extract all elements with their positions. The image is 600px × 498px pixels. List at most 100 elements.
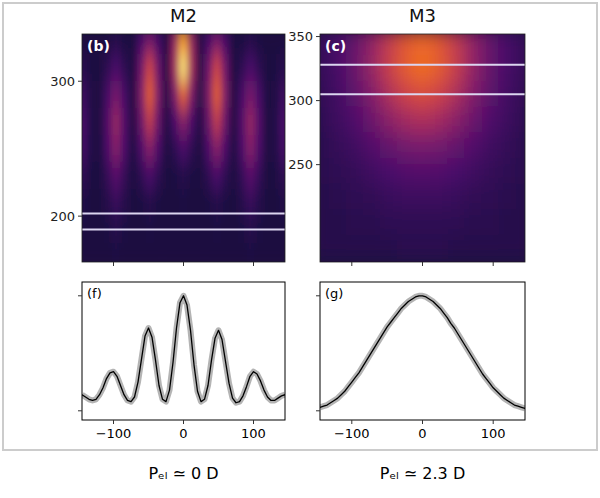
panel-title: M3 xyxy=(409,5,436,26)
image-cell xyxy=(346,132,364,158)
image-cell xyxy=(397,34,415,56)
image-cell xyxy=(246,34,255,55)
image-cell xyxy=(263,54,272,82)
image-cell xyxy=(95,162,104,190)
image-cell xyxy=(238,81,247,109)
image-cell xyxy=(499,34,517,56)
image-cell xyxy=(255,54,264,82)
image-cell xyxy=(129,108,138,136)
image-cell xyxy=(380,184,398,210)
image-cell xyxy=(171,54,180,82)
panel-letter: (g) xyxy=(325,286,343,301)
image-cell xyxy=(346,158,364,184)
profile-band xyxy=(320,296,525,409)
image-cell xyxy=(95,54,104,82)
image-cell xyxy=(465,184,483,210)
image-cell xyxy=(204,34,213,55)
panel-letter: (f) xyxy=(87,286,102,301)
image-cell xyxy=(145,34,154,55)
x-tick xyxy=(113,420,114,424)
image-cell xyxy=(196,243,205,262)
image-cell xyxy=(380,235,398,261)
image-cell xyxy=(87,135,96,163)
image-cell xyxy=(238,34,247,55)
image-cell xyxy=(145,189,154,217)
image-cell xyxy=(196,189,205,217)
image-cell xyxy=(187,108,196,136)
image-cell xyxy=(499,235,517,261)
image-cell xyxy=(346,107,364,133)
image-cell xyxy=(238,54,247,82)
image-cell xyxy=(499,209,517,235)
image-cell xyxy=(213,243,222,262)
image-cell xyxy=(204,162,213,190)
image-cell xyxy=(179,81,188,109)
image-cell xyxy=(263,135,272,163)
image-cell xyxy=(280,243,285,262)
image-cell xyxy=(213,135,222,163)
image-cell xyxy=(263,108,272,136)
image-cell xyxy=(82,135,87,163)
image-cell xyxy=(516,55,525,81)
image-cell xyxy=(162,162,171,190)
image-cell xyxy=(320,107,329,133)
image-cell xyxy=(87,81,96,109)
image-cell xyxy=(204,135,213,163)
image-cell xyxy=(179,243,188,262)
profile-band xyxy=(82,296,285,403)
image-cell xyxy=(516,158,525,184)
image-cell xyxy=(145,81,154,109)
image-cell xyxy=(246,162,255,190)
image-cell xyxy=(171,162,180,190)
image-cell xyxy=(154,81,163,109)
image-cell xyxy=(162,243,171,262)
image-background xyxy=(320,34,525,262)
image-cell xyxy=(229,162,238,190)
image-frame xyxy=(82,34,285,262)
image-cell xyxy=(82,162,87,190)
image-cell xyxy=(346,209,364,235)
image-cell xyxy=(414,158,432,184)
image-cell xyxy=(448,209,466,235)
image-cell xyxy=(137,54,146,82)
image-cell xyxy=(204,81,213,109)
y-tick-label: 350 xyxy=(288,29,313,44)
image-cell xyxy=(320,55,329,81)
image-cell xyxy=(112,243,121,262)
image-cell xyxy=(129,81,138,109)
image-cell xyxy=(246,81,255,109)
image-cell xyxy=(414,107,432,133)
image-cell xyxy=(171,81,180,109)
image-cell xyxy=(448,158,466,184)
image-cell xyxy=(162,108,171,136)
image-cell xyxy=(238,135,247,163)
y-tick xyxy=(316,295,320,296)
image-cell xyxy=(179,54,188,82)
y-tick-label: 300 xyxy=(50,74,75,89)
image-cell xyxy=(482,235,500,261)
x-tick-label: 0 xyxy=(179,426,187,441)
x-tick xyxy=(422,420,423,424)
image-cell xyxy=(221,34,230,55)
image-cell xyxy=(516,34,525,56)
image-cell xyxy=(187,189,196,217)
image-cell xyxy=(263,162,272,190)
image-cell xyxy=(213,81,222,109)
image-cell xyxy=(162,135,171,163)
image-cell xyxy=(380,209,398,235)
band-line xyxy=(82,212,285,214)
image-cell xyxy=(271,243,280,262)
image-cell xyxy=(129,135,138,163)
profile-line xyxy=(82,296,285,403)
image-area xyxy=(82,34,285,262)
caption: Pₑₗ ≃ 2.3 D xyxy=(380,464,465,483)
image-cell xyxy=(363,235,381,261)
image-cell xyxy=(162,54,171,82)
image-cell xyxy=(213,34,222,55)
image-cell xyxy=(171,135,180,163)
image-cell xyxy=(179,162,188,190)
image-cell xyxy=(397,158,415,184)
image-cell xyxy=(397,209,415,235)
image-cell xyxy=(431,184,449,210)
image-cell xyxy=(204,54,213,82)
